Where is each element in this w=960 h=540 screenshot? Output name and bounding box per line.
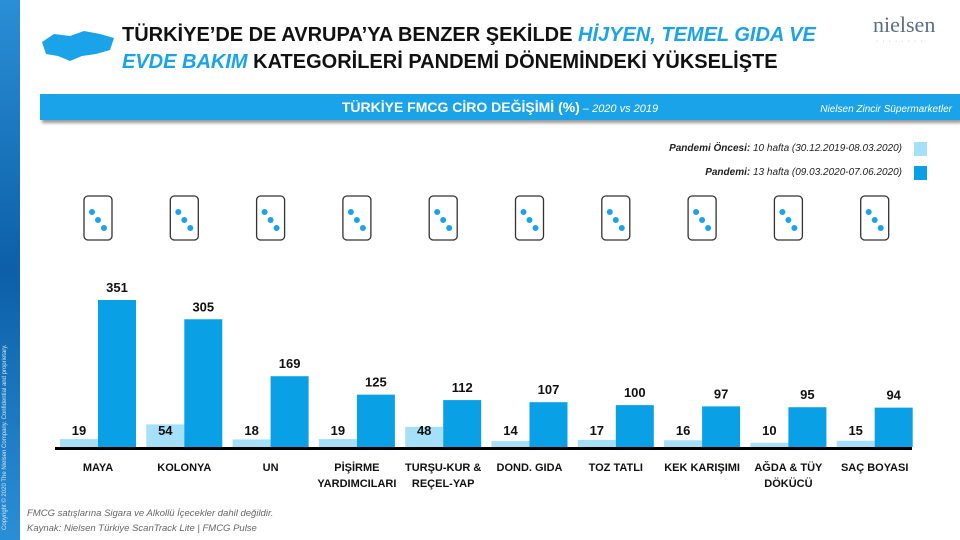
- bar-pre-4: [405, 426, 444, 447]
- category-label: TURŞU-KUR & REÇEL-YAP: [404, 462, 482, 490]
- turkey-map-icon: [42, 31, 114, 61]
- data-label: 125: [365, 375, 387, 390]
- bar-pre-5: [491, 441, 530, 447]
- category-label: KEK KARIŞIMI: [664, 462, 740, 474]
- cooking-aid-icon: [342, 195, 372, 241]
- data-label: 169: [279, 356, 301, 371]
- footnote: FMCG satışlarına Sigara ve Alkollü İçece…: [27, 508, 274, 519]
- category-label: KOLONYA: [157, 462, 212, 474]
- frozen-food-icon: [514, 195, 545, 241]
- source-note: Kaynak: Nielsen Türkiye ScanTrack Lite |…: [27, 523, 257, 534]
- bar-pandemic-7: [702, 406, 741, 447]
- hair-dye-icon: [860, 195, 890, 241]
- data-label: 107: [538, 382, 560, 397]
- data-label: 19: [331, 423, 345, 438]
- data-label: 19: [72, 423, 86, 438]
- category-label: UN: [262, 462, 279, 474]
- data-label: 16: [676, 423, 690, 438]
- bar-pre-1: [146, 424, 185, 447]
- category-label: PİŞİRME YARDIMCILARI: [317, 462, 397, 490]
- data-label: 112: [452, 380, 473, 395]
- bar-pre-0: [60, 439, 98, 447]
- bar-pre-7: [664, 440, 703, 447]
- bar-pandemic-8: [788, 407, 827, 447]
- cake-icon: [687, 195, 717, 241]
- data-label: 100: [624, 385, 646, 400]
- data-label: 15: [848, 423, 862, 438]
- logo-dots: ········: [876, 38, 927, 45]
- data-source: Nielsen Zincir Süpermarketler: [820, 104, 952, 115]
- category-label: TOZ TATLI: [588, 462, 643, 474]
- nielsen-logo: nielsen: [873, 12, 936, 37]
- legend-swatch-pandemic: [914, 166, 927, 180]
- category-label: SAÇ BOYASI: [840, 462, 909, 474]
- jar-icon: [428, 195, 458, 241]
- data-label: 18: [244, 423, 258, 438]
- bar-pre-3: [318, 439, 357, 447]
- data-label: 95: [800, 387, 814, 402]
- bar-pre-9: [836, 440, 875, 447]
- bar-pre-6: [577, 439, 616, 447]
- data-label: 94: [886, 388, 901, 403]
- x-axis: [55, 447, 912, 450]
- legend-pandemic: Pandemi: 13 hafta (09.03.2020-07.06.2020…: [705, 167, 902, 178]
- page-title: TÜRKİYE’DE DE AVRUPA’YA BENZER ŞEKİLDE H…: [122, 24, 816, 73]
- dessert-pack-icon: [601, 195, 631, 241]
- bread-icon: [255, 195, 286, 241]
- bar-pandemic-2: [270, 376, 309, 447]
- bar-pandemic-9: [874, 407, 913, 447]
- data-label: 97: [714, 386, 728, 401]
- bar-pandemic-1: [184, 319, 223, 447]
- wax-icon: [773, 195, 804, 241]
- category-label: MAYA: [82, 462, 114, 474]
- bar-pandemic-6: [615, 405, 654, 447]
- bar-pandemic-3: [356, 394, 395, 447]
- data-label: 54: [158, 423, 173, 438]
- chart-subtitle: – 2020 vs 2019: [579, 103, 659, 115]
- cologne-bottle-icon: [169, 195, 199, 241]
- chart-header-band: TÜRKİYE FMCG CİRO DEĞİŞİMİ (%) – 2020 vs…: [40, 94, 960, 120]
- category-label: AĞDA & TÜY DÖKÜCÜ: [754, 462, 823, 490]
- bar-pre-8: [750, 442, 789, 447]
- yeast-pack-icon: [83, 195, 113, 241]
- left-decorative-bar: Copyright © 2020 The Nielsen Company. Co…: [0, 0, 20, 540]
- bar-pandemic-4: [443, 400, 482, 447]
- bar-pre-2: [232, 439, 271, 447]
- chart-title: TÜRKİYE FMCG CİRO DEĞİŞİMİ (%): [341, 99, 580, 115]
- legend-swatch-pre: [914, 142, 927, 156]
- data-label: 48: [417, 423, 431, 438]
- category-label: DOND. GIDA: [496, 462, 563, 474]
- data-label: 14: [503, 423, 518, 438]
- data-label: 351: [106, 280, 128, 295]
- data-label: 305: [192, 299, 214, 314]
- legend-pre-pandemic: Pandemi Öncesi: 10 hafta (30.12.2019-08.…: [669, 143, 902, 154]
- data-label: 10: [762, 423, 776, 438]
- data-label: 17: [590, 423, 604, 438]
- bar-pandemic-5: [529, 402, 568, 447]
- bar-pandemic-0: [98, 300, 136, 447]
